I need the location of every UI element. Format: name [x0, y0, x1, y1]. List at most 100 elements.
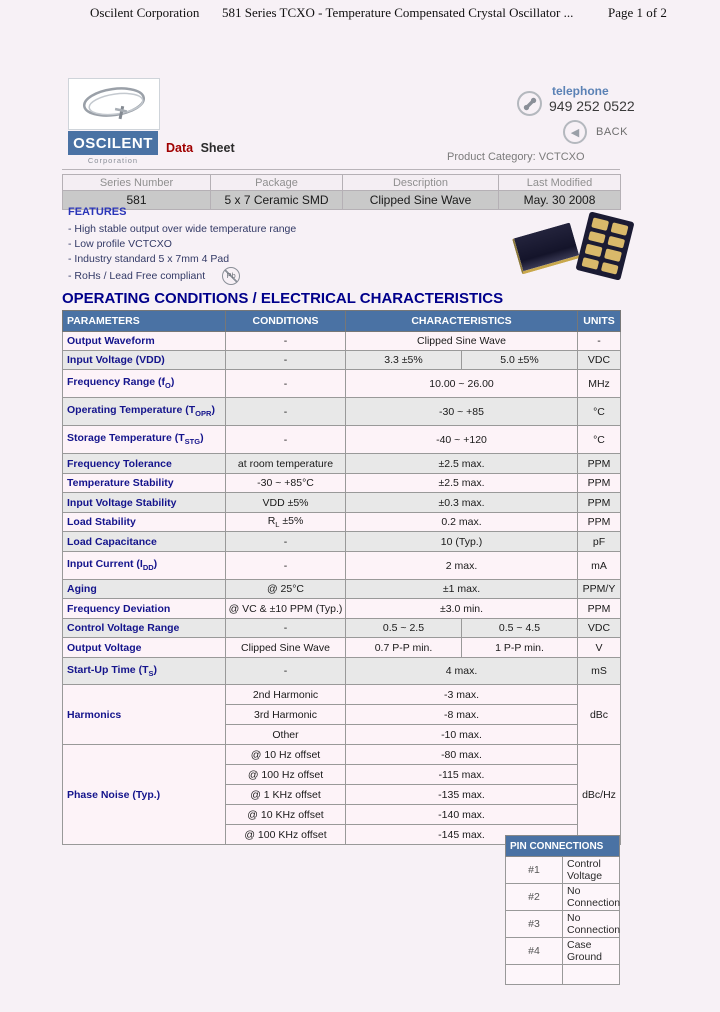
table-row: #4 Case Ground: [505, 937, 620, 965]
unit-cell: mS: [577, 657, 621, 685]
info-package: 5 x 7 Ceramic SMD: [210, 190, 343, 210]
cond-cell: -: [225, 618, 346, 638]
param-cell: Temperature Stability: [62, 473, 226, 493]
char-cell: ±1 max.: [345, 579, 578, 599]
feature-item: - Industry standard 5 x 7mm 4 Pad: [68, 253, 230, 265]
unit-cell: V: [577, 637, 621, 658]
pin-function: No Connection: [562, 883, 620, 911]
char-cell: 3.3 ±5%: [345, 350, 462, 370]
char-cell: -30 ~ +85: [345, 397, 578, 426]
table-subrow: @ 1 KHz offset -135 max.: [63, 784, 621, 805]
param-cell: Storage Temperature (TSTG): [62, 425, 226, 454]
pin-table-title: PIN CONNECTIONS: [505, 835, 620, 857]
char-cell: Clipped Sine Wave: [345, 331, 578, 351]
cond-cell: -: [225, 425, 346, 454]
cond-cell: at room temperature: [225, 453, 346, 474]
print-header-title: 581 Series TCXO - Temperature Compensate…: [222, 5, 574, 20]
unit-cell: PPM/Y: [577, 579, 621, 599]
pin-number: #3: [505, 910, 563, 938]
pin-function: No Connection: [562, 910, 620, 938]
cond-cell: VDD ±5%: [225, 492, 346, 513]
char-cell: 4 max.: [345, 657, 578, 685]
cond-cell: @ 25°C: [225, 579, 346, 599]
param-cell: Operating Temperature (TOPR): [62, 397, 226, 426]
print-header: Oscilent Corporation 581 Series TCXO - T…: [0, 5, 720, 21]
char-cell: ±0.3 max.: [345, 492, 578, 513]
company-logo: OSCILENT Corporation: [68, 78, 160, 165]
cond-cell: 2nd Harmonic: [225, 684, 346, 705]
unit-cell: dBc: [577, 684, 621, 745]
cond-cell: -: [225, 331, 346, 351]
table-row: Storage Temperature (TSTG) - -40 ~ +120 …: [62, 425, 621, 454]
table-row: Input Voltage Stability VDD ±5% ±0.3 max…: [62, 492, 621, 513]
pin-function: [562, 964, 620, 985]
spec-table: PARAMETERS CONDITIONS CHARACTERISTICS UN…: [62, 310, 621, 845]
char-cell: ±2.5 max.: [345, 473, 578, 493]
table-row-group: Phase Noise (Typ.) @ 10 Hz offset -80 ma…: [62, 744, 621, 845]
unit-cell: pF: [577, 531, 621, 552]
pin-function: Control Voltage: [562, 856, 620, 884]
datasheet-label: Data Sheet: [166, 141, 235, 155]
unit-cell: PPM: [577, 598, 621, 619]
section-title: OPERATING CONDITIONS / ELECTRICAL CHARAC…: [62, 290, 504, 307]
char-cell: -3 max.: [345, 684, 578, 705]
table-row: Control Voltage Range - 0.5 ~ 2.5 0.5 ~ …: [62, 618, 621, 638]
unit-cell: PPM: [577, 512, 621, 532]
param-cell: Output Waveform: [62, 331, 226, 351]
table-row: Input Voltage (VDD) - 3.3 ±5% 5.0 ±5% VD…: [62, 350, 621, 370]
pin-number: [505, 964, 563, 985]
param-cell: Frequency Tolerance: [62, 453, 226, 474]
pin-number: #4: [505, 937, 563, 965]
cond-cell: Other: [225, 724, 346, 745]
char-cell: ±3.0 min.: [345, 598, 578, 619]
char-cell: -80 max.: [345, 744, 578, 765]
cond-cell: @ 100 KHz offset: [225, 824, 346, 845]
features-title: FEATURES: [68, 206, 127, 218]
cond-cell: @ 10 Hz offset: [225, 744, 346, 765]
logo-subtitle: Corporation: [87, 156, 139, 165]
info-header-modified: Last Modified: [498, 174, 621, 191]
char-cell: ±2.5 max.: [345, 453, 578, 474]
table-subrow: @ 100 Hz offset -115 max.: [63, 764, 621, 785]
datasheet-word-data: Data: [166, 141, 194, 155]
table-row: Aging @ 25°C ±1 max. PPM/Y: [62, 579, 621, 599]
param-cell: Start-Up Time (TS): [62, 657, 226, 685]
table-row: #2 No Connection: [505, 883, 620, 911]
pin-number: #1: [505, 856, 563, 884]
feature-item: - RoHs / Lead Free compliant Pb: [68, 267, 428, 285]
back-icon[interactable]: ◀: [563, 120, 587, 144]
pin-table-header: PIN CONNECTIONS: [505, 835, 620, 857]
back-button[interactable]: BACK: [596, 126, 628, 138]
lead-free-icon: Pb: [222, 267, 241, 285]
table-row: Frequency Tolerance at room temperature …: [62, 453, 621, 474]
cond-cell: -30 ~ +85°C: [225, 473, 346, 493]
cond-cell: 3rd Harmonic: [225, 704, 346, 725]
cond-cell: -: [225, 551, 346, 580]
unit-cell: °C: [577, 425, 621, 454]
table-row: Load Capacitance - 10 (Typ.) pF: [62, 531, 621, 552]
print-header-page: Page 1 of 2: [608, 5, 667, 20]
feature-item: - Low profile VCTCXO: [68, 238, 172, 250]
param-cell: Input Current (IDD): [62, 551, 226, 580]
pin-function: Case Ground: [562, 937, 620, 965]
info-header-row: Series Number Package Description Last M…: [62, 174, 621, 191]
table-row: Load Stability RL ±5% 0.2 max. PPM: [62, 512, 621, 532]
char-cell: 0.5 ~ 4.5: [461, 618, 578, 638]
char-cell: -140 max.: [345, 804, 578, 825]
char-cell: 0.5 ~ 2.5: [345, 618, 462, 638]
param-cell: Aging: [62, 579, 226, 599]
char-cell: 2 max.: [345, 551, 578, 580]
spec-header-row: PARAMETERS CONDITIONS CHARACTERISTICS UN…: [62, 310, 621, 332]
char-cell: -115 max.: [345, 764, 578, 785]
table-subrow: 3rd Harmonic -8 max.: [63, 704, 621, 725]
cond-cell: -: [225, 397, 346, 426]
unit-cell: mA: [577, 551, 621, 580]
table-row: Operating Temperature (TOPR) - -30 ~ +85…: [62, 397, 621, 426]
info-header-series: Series Number: [62, 174, 211, 191]
param-cell: Load Stability: [62, 512, 226, 532]
unit-cell: °C: [577, 397, 621, 426]
char-cell: 1 P-P min.: [461, 637, 578, 658]
param-cell: Frequency Deviation: [62, 598, 226, 619]
table-row: Output Voltage Clipped Sine Wave 0.7 P-P…: [62, 637, 621, 658]
unit-cell: PPM: [577, 473, 621, 493]
